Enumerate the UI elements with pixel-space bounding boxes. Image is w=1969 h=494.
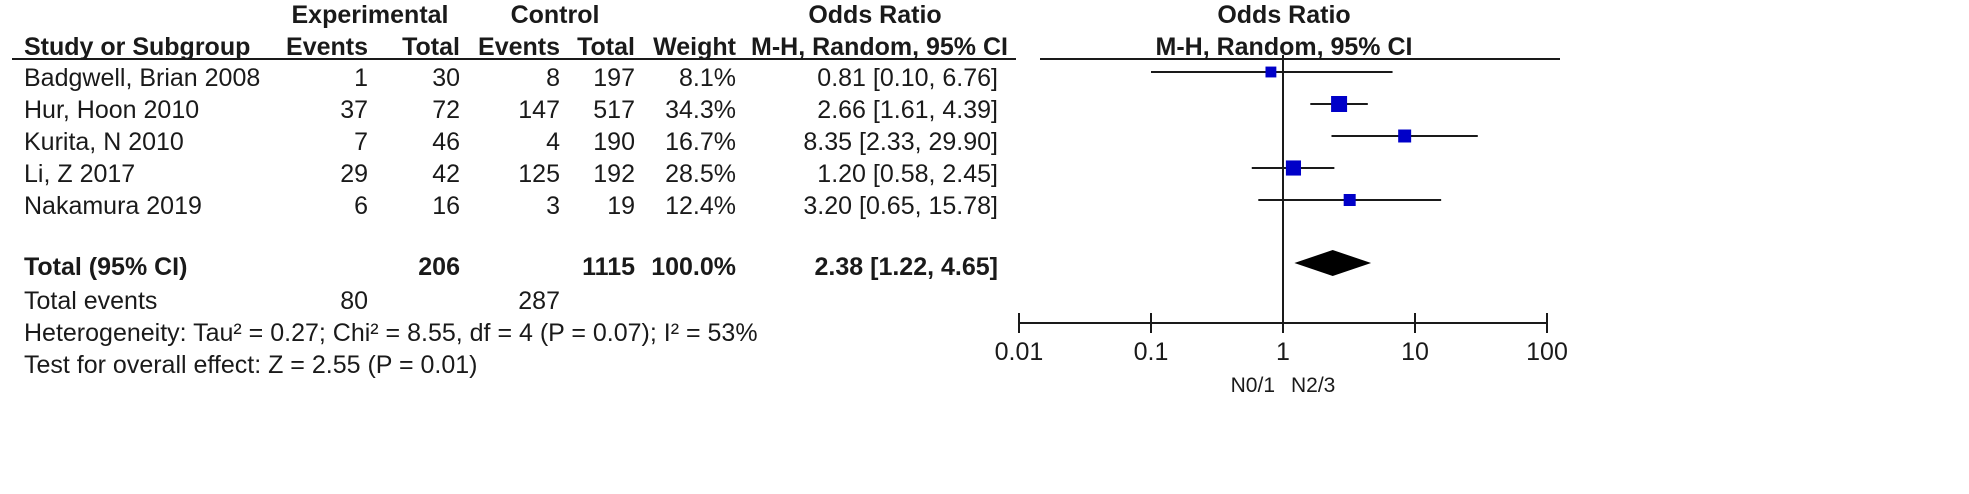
study-name: Nakamura 2019 — [24, 192, 202, 220]
odds-ratio-ci: 1.20 [0.58, 2.45] — [817, 160, 998, 188]
favours-left-label: N0/1 — [1231, 374, 1275, 397]
total-label: Total (95% CI) — [24, 253, 188, 281]
ctl-events: 8 — [546, 64, 560, 92]
x-tick-label: 0.1 — [1134, 338, 1169, 366]
exp-total: 42 — [432, 160, 460, 188]
weight: 34.3% — [665, 96, 736, 124]
group-header-control: Control — [510, 1, 600, 29]
plot-title: Odds Ratio — [1217, 1, 1351, 29]
x-tick-label: 1 — [1276, 338, 1290, 366]
plot-header-rule — [1040, 58, 1560, 60]
ctl-total: 192 — [593, 160, 635, 188]
ctl-total: 517 — [593, 96, 635, 124]
weight: 12.4% — [665, 192, 736, 220]
odds-ratio-ci: 3.20 [0.65, 15.78] — [803, 192, 998, 220]
study-marker — [1398, 129, 1412, 143]
col-header-weight: Weight — [653, 33, 736, 61]
ctl-events: 147 — [518, 96, 560, 124]
ctl-total: 190 — [593, 128, 635, 156]
col-header-method: M-H, Random, 95% CI — [751, 33, 1008, 61]
exp-events: 29 — [340, 160, 368, 188]
ctl-events: 3 — [546, 192, 560, 220]
col-header-ctl-total: Total — [577, 33, 635, 61]
study-marker — [1331, 96, 1348, 112]
exp-total: 30 — [432, 64, 460, 92]
study-name: Li, Z 2017 — [24, 160, 136, 188]
ctl-total: 19 — [607, 192, 635, 220]
study-name: Kurita, N 2010 — [24, 128, 184, 156]
exp-total: 72 — [432, 96, 460, 124]
col-header-exp-events: Events — [286, 33, 368, 61]
total-ctl-events: 287 — [518, 287, 560, 315]
exp-events: 6 — [354, 192, 368, 220]
study-name: Badgwell, Brian 2008 — [24, 64, 261, 92]
weight: 8.1% — [679, 64, 736, 92]
exp-events: 37 — [340, 96, 368, 124]
odds-ratio-ci: 2.66 [1.61, 4.39] — [817, 96, 998, 124]
col-header-ctl-events: Events — [478, 33, 560, 61]
heterogeneity-text: Heterogeneity: Tau² = 0.27; Chi² = 8.55,… — [24, 319, 758, 347]
study-marker — [1285, 160, 1302, 176]
total-events-label: Total events — [24, 287, 158, 315]
weight: 28.5% — [665, 160, 736, 188]
odds-ratio-ci: 8.35 [2.33, 29.90] — [803, 128, 998, 156]
odds-ratio-ci: 0.81 [0.10, 6.76] — [817, 64, 998, 92]
group-header-experimental: Experimental — [291, 1, 449, 29]
ctl-events: 4 — [546, 128, 560, 156]
exp-total: 16 — [432, 192, 460, 220]
study-name: Hur, Hoon 2010 — [24, 96, 200, 124]
study-marker — [1343, 193, 1356, 207]
overall-effect-text: Test for overall effect: Z = 2.55 (P = 0… — [24, 351, 478, 379]
group-header-odds-ratio: Odds Ratio — [808, 1, 942, 29]
total-odds-ratio-ci: 2.38 [1.22, 4.65] — [814, 253, 998, 281]
exp-events: 1 — [354, 64, 368, 92]
ctl-total: 197 — [593, 64, 635, 92]
weight: 16.7% — [665, 128, 736, 156]
x-tick-label: 10 — [1401, 338, 1429, 366]
header-rule — [12, 58, 1016, 60]
col-header-study: Study or Subgroup — [24, 33, 251, 61]
pooled-diamond — [1294, 250, 1372, 276]
exp-total: 46 — [432, 128, 460, 156]
study-marker — [1265, 66, 1277, 78]
total-weight: 100.0% — [651, 253, 736, 281]
total-ctl-total: 1115 — [582, 253, 635, 281]
col-header-exp-total: Total — [402, 33, 460, 61]
total-exp-events: 80 — [340, 287, 368, 315]
x-tick-label: 0.01 — [995, 338, 1044, 366]
ctl-events: 125 — [518, 160, 560, 188]
favours-right-label: N2/3 — [1291, 374, 1335, 397]
x-tick-label: 100 — [1526, 338, 1568, 366]
exp-events: 7 — [354, 128, 368, 156]
total-exp-total: 206 — [418, 253, 460, 281]
